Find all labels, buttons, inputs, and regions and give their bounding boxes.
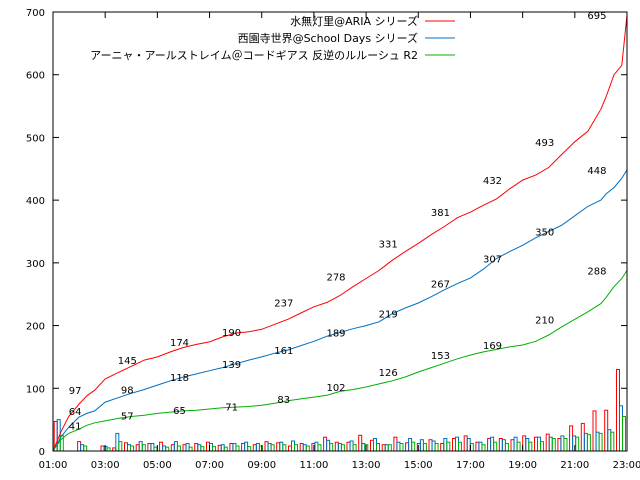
y-tick-label: 200	[26, 322, 45, 333]
data-label-series-1: 267	[431, 280, 450, 291]
data-label-series-1: 98	[121, 386, 134, 397]
data-label-series-0: 432	[483, 176, 502, 187]
x-tick-label: 01:00	[39, 460, 68, 471]
x-tick-label: 03:00	[91, 460, 120, 471]
legend-label-1: 西園寺世界@School Days シリーズ	[238, 31, 418, 45]
legend-label-2: アーニャ・アールストレイム＠コードギアス 反逆のルルーシュ R2	[90, 48, 418, 62]
data-label-series-0: 278	[326, 273, 345, 284]
data-label-series-0: 331	[379, 239, 398, 250]
x-tick-label: 19:00	[508, 460, 537, 471]
x-tick-label: 21:00	[560, 460, 589, 471]
data-label-series-2: 57	[121, 411, 134, 422]
data-label-series-0: 695	[587, 11, 606, 22]
x-tick-label: 09:00	[247, 460, 276, 471]
data-labels-layer: 97 145 174 190 237 278 331 381 432 493 695 64 98 118 1…	[69, 11, 607, 432]
data-label-series-0: 381	[431, 208, 450, 219]
data-label-series-2: 102	[326, 383, 345, 394]
data-label-series-1: 350	[535, 228, 554, 239]
legend-label-0: 水無灯里@ARIA シリーズ	[290, 14, 418, 28]
data-label-series-1: 448	[587, 166, 606, 177]
series-line-1	[52, 169, 628, 452]
data-label-series-0: 145	[118, 356, 137, 367]
data-label-series-0: 493	[535, 138, 554, 149]
data-label-series-2: 65	[173, 406, 186, 417]
y-tick-label: 400	[26, 196, 45, 207]
y-tick-label: 600	[26, 71, 45, 82]
data-label-series-1: 189	[326, 329, 345, 340]
cumulative-lines-layer	[52, 15, 628, 452]
data-label-series-2: 126	[379, 368, 398, 379]
data-label-series-2: 169	[483, 341, 502, 352]
x-tick-label: 05:00	[143, 460, 172, 471]
x-tick-label: 13:00	[352, 460, 381, 471]
data-label-series-0: 97	[69, 386, 82, 397]
plot-frame	[52, 11, 628, 452]
hourly-bars-layer	[53, 369, 626, 452]
y-tick-label: 0	[39, 447, 45, 458]
series-line-2	[52, 270, 628, 452]
data-label-series-1: 307	[483, 255, 502, 266]
data-label-series-2: 153	[431, 351, 450, 362]
x-tick-label: 17:00	[456, 460, 485, 471]
series-line-0	[52, 15, 628, 452]
data-label-series-2: 210	[535, 315, 554, 326]
data-label-series-1: 219	[379, 310, 398, 321]
data-label-series-1: 139	[222, 360, 241, 371]
y-tick-label: 100	[26, 384, 45, 395]
data-label-series-2: 41	[69, 421, 82, 432]
data-label-series-0: 190	[222, 328, 241, 339]
data-label-series-0: 174	[170, 338, 189, 349]
data-label-series-2: 288	[587, 266, 606, 277]
data-label-series-1: 118	[170, 373, 189, 384]
data-label-series-2: 71	[225, 403, 238, 414]
x-tick-label: 07:00	[195, 460, 224, 471]
x-tick-label: 11:00	[299, 460, 328, 471]
x-tick-label: 23:00	[613, 460, 640, 471]
y-tick-label: 300	[26, 259, 45, 270]
y-tick-label: 500	[26, 133, 45, 144]
y-tick-label: 700	[26, 8, 45, 19]
data-label-series-1: 161	[274, 346, 293, 357]
axes-layer: 0 100 200 300 400 500 600 700 01:00 03:00 05:00 07:…	[26, 8, 640, 471]
data-label-series-1: 64	[69, 407, 82, 418]
data-label-series-2: 83	[277, 395, 290, 406]
data-label-series-0: 237	[274, 298, 293, 309]
x-tick-label: 15:00	[404, 460, 433, 471]
